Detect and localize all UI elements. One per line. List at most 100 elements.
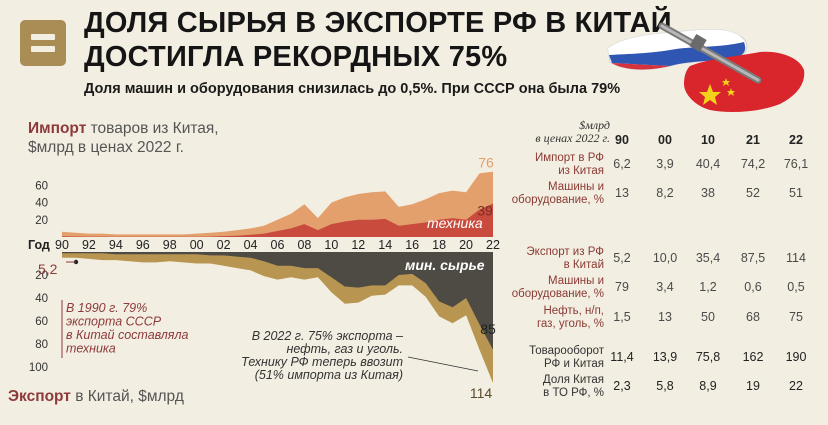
table-cell: 2,3 xyxy=(613,379,631,393)
y-tick-label: 80 xyxy=(35,339,48,351)
table-cell: 13,9 xyxy=(652,350,678,364)
x-axis: Год 90 92 94 96 98 00 02 04 06 08 10 12 14 16 18 20 22 xyxy=(0,237,500,252)
pipeline-valve-icon xyxy=(689,33,707,53)
page-subtitle: Доля машин и оборудования снизилась до 0… xyxy=(84,81,621,97)
table-row-label: Машины и xyxy=(548,181,604,193)
chart-data-labels: 76 39 85 114 5,2 техника мин. сырье В 1990 г. 7… xyxy=(38,155,496,401)
logo xyxy=(20,20,66,66)
table-cell: 162 xyxy=(742,350,764,364)
import-tech-area xyxy=(62,203,493,237)
table-cell: 22 xyxy=(789,379,803,393)
x-tick-label: 22 xyxy=(486,238,500,252)
x-tick-label: 14 xyxy=(378,238,392,252)
table-row-label: газ, уголь, % xyxy=(536,318,604,330)
page-title-line1: ДОЛЯ СЫРЬЯ В ЭКСПОРТЕ РФ В КИТАЙ xyxy=(84,7,672,39)
table-cell: 35,4 xyxy=(695,251,721,265)
table-cell: 1,5 xyxy=(613,310,631,324)
table-unit-line1: $млрд xyxy=(579,118,610,132)
table-cell: 0,5 xyxy=(787,280,805,294)
table-row-label: из Китая xyxy=(558,165,604,177)
label-import-tech-2022: 39 xyxy=(477,202,493,218)
label-export-total-2022: 114 xyxy=(470,385,493,401)
annotation-2022-line: нефть, газ и уголь. xyxy=(286,342,403,356)
x-tick-label: 06 xyxy=(271,238,285,252)
x-tick-label: 92 xyxy=(82,238,96,252)
annotation-2022-line: В 2022 г. 75% экспорта – xyxy=(252,329,404,343)
y-tick-label: 100 xyxy=(29,362,48,374)
chart-areas xyxy=(62,171,493,384)
table-cell: 38 xyxy=(701,186,715,200)
export-label-bold: Экспорт xyxy=(8,388,71,405)
import-label-unit: $млрд в ценах 2022 г. xyxy=(28,139,184,156)
y-tick-label: 60 xyxy=(35,316,48,328)
x-axis-band xyxy=(0,237,498,252)
page-title-line2: ДОСТИГЛА РЕКОРДНЫХ 75% xyxy=(84,41,508,73)
table-row-label: оборудование, % xyxy=(511,288,604,300)
export-label-rest: в Китай, $млрд xyxy=(70,388,184,405)
y-tick-label: 20 xyxy=(35,215,48,227)
label-import-total-2022: 76 xyxy=(478,155,494,171)
table-cell: 52 xyxy=(746,186,760,200)
table-row-label: в ТО РФ, % xyxy=(543,387,604,399)
annotation-ussr-line: в Китай составляла xyxy=(66,328,189,342)
annotation-ussr-line: экспорта СССР xyxy=(66,315,162,329)
x-tick-label: 08 xyxy=(297,238,311,252)
russia-china-flags-illustration xyxy=(607,22,805,112)
table-year-header: 90 xyxy=(615,133,629,147)
table-cell: 10,0 xyxy=(652,251,678,265)
table-cell: 13 xyxy=(658,310,672,324)
table-cell: 40,4 xyxy=(695,157,721,171)
table-unit-line2: в ценах 2022 г. xyxy=(535,131,610,145)
annotation-2022-line: Технику РФ теперь ввозит xyxy=(241,355,403,369)
export-raw-area xyxy=(62,252,493,350)
table-cell: 8,2 xyxy=(656,186,674,200)
russia-white-stripe xyxy=(608,29,744,55)
logo-bar xyxy=(31,34,55,40)
x-tick-label: 90 xyxy=(55,238,69,252)
y-tick-label: 60 xyxy=(35,180,48,192)
series-name-tech: техника xyxy=(427,215,483,231)
annotation-2022-line: (51% импорта из Китая) xyxy=(255,368,403,382)
table-cell: 3,9 xyxy=(656,157,674,171)
table-cell: 114 xyxy=(786,251,806,265)
table-cell: 51 xyxy=(789,186,803,200)
y-tick-label: 20 xyxy=(35,270,48,282)
x-tick-label: 98 xyxy=(163,238,177,252)
annotation-ussr-line: В 1990 г. 79% xyxy=(66,301,147,315)
table-cell: 74,2 xyxy=(740,157,766,171)
table-row-label: Товарооборот xyxy=(529,345,604,357)
import-label-bold: Импорт xyxy=(28,120,87,137)
table-cell: 75 xyxy=(789,310,803,324)
table-cell: 1,2 xyxy=(699,280,717,294)
export-label: Экспорт в Китай, $млрд xyxy=(8,388,184,406)
table-cell: 13 xyxy=(615,186,629,200)
table-cell: 3,4 xyxy=(656,280,674,294)
label-export-1990: 5,2 xyxy=(38,261,58,277)
x-tick-label: 12 xyxy=(351,238,365,252)
table-cell: 190 xyxy=(785,350,807,364)
table-year-header: 10 xyxy=(701,133,715,147)
table-cell: 76,1 xyxy=(783,157,809,171)
table-row-label: Импорт в РФ xyxy=(535,152,604,164)
y-axis: 20 40 60 20 40 60 80 100 xyxy=(29,180,48,374)
x-tick-label: 00 xyxy=(190,238,204,252)
table-cell: 75,8 xyxy=(695,350,721,364)
logo-bar xyxy=(31,46,55,52)
series-name-raw: мин. сырье xyxy=(405,257,485,273)
table-cell: 5,2 xyxy=(613,251,631,265)
table-row-label: Экспорт из РФ xyxy=(526,246,604,258)
table-cell: 5,8 xyxy=(656,379,674,393)
table-row-label: Нефть, н/п, xyxy=(543,305,604,317)
x-tick-label: 16 xyxy=(405,238,419,252)
x-tick-label: 04 xyxy=(244,238,258,252)
table-row-label: Доля Китая xyxy=(542,374,604,386)
import-label-rest: товаров из Китая, xyxy=(86,120,219,137)
table-row-label: Машины и xyxy=(548,275,604,287)
import-label: Импорт товаров из Китая, $млрд в ценах 2… xyxy=(28,119,219,157)
table-year-header: 22 xyxy=(789,133,803,147)
table-year-header: 21 xyxy=(746,133,760,147)
annotation-2022-leader xyxy=(407,356,479,372)
table-cell: 87,5 xyxy=(740,251,766,265)
x-tick-label: 02 xyxy=(217,238,231,252)
table-row-label: в Китай xyxy=(563,259,604,271)
